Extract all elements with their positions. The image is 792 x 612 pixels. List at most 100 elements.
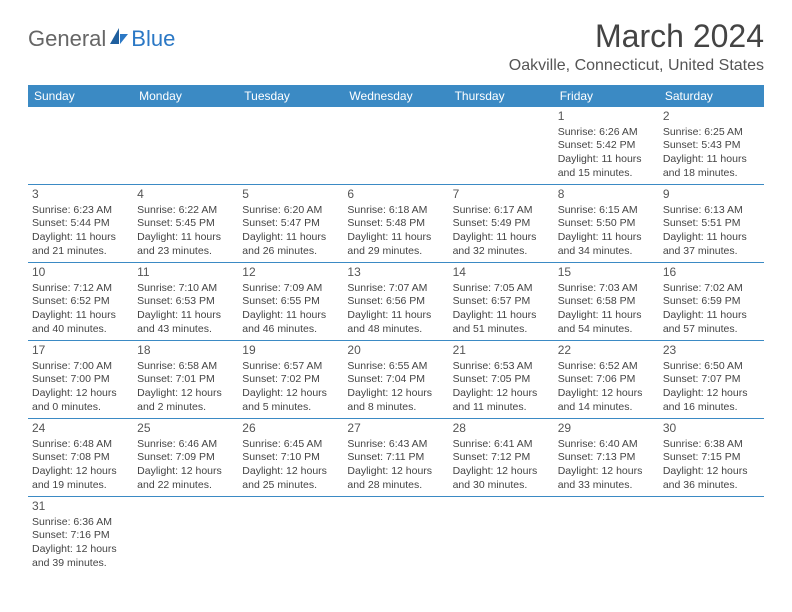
title-block: March 2024 Oakville, Connecticut, United… <box>509 18 764 75</box>
header: General Blue March 2024 Oakville, Connec… <box>28 18 764 75</box>
daylight-text: Daylight: 11 hours and 54 minutes. <box>558 309 655 336</box>
day-number: 30 <box>663 421 760 437</box>
daylight-text: Daylight: 11 hours and 40 minutes. <box>32 309 129 336</box>
day-number: 18 <box>137 343 234 359</box>
sunset-text: Sunset: 5:47 PM <box>242 217 339 231</box>
day-number: 11 <box>137 265 234 281</box>
calendar-cell: 14Sunrise: 7:05 AMSunset: 6:57 PMDayligh… <box>449 263 554 341</box>
weekday-header: Thursday <box>449 85 554 107</box>
calendar-cell: 10Sunrise: 7:12 AMSunset: 6:52 PMDayligh… <box>28 263 133 341</box>
daylight-text: Daylight: 11 hours and 18 minutes. <box>663 153 760 180</box>
day-number: 20 <box>347 343 444 359</box>
sunrise-text: Sunrise: 6:46 AM <box>137 438 234 452</box>
day-number: 6 <box>347 187 444 203</box>
calendar-cell: 26Sunrise: 6:45 AMSunset: 7:10 PMDayligh… <box>238 419 343 497</box>
daylight-text: Daylight: 11 hours and 43 minutes. <box>137 309 234 336</box>
location-text: Oakville, Connecticut, United States <box>509 57 764 75</box>
daylight-text: Daylight: 12 hours and 36 minutes. <box>663 465 760 492</box>
logo-text-blue: Blue <box>131 26 175 52</box>
sunrise-text: Sunrise: 6:36 AM <box>32 516 129 530</box>
sunset-text: Sunset: 5:48 PM <box>347 217 444 231</box>
calendar-cell: 2Sunrise: 6:25 AMSunset: 5:43 PMDaylight… <box>659 107 764 185</box>
sunrise-text: Sunrise: 6:17 AM <box>453 204 550 218</box>
sunrise-text: Sunrise: 6:52 AM <box>558 360 655 374</box>
sunset-text: Sunset: 7:16 PM <box>32 529 129 543</box>
day-number: 12 <box>242 265 339 281</box>
sunrise-text: Sunrise: 6:58 AM <box>137 360 234 374</box>
sunrise-text: Sunrise: 7:12 AM <box>32 282 129 296</box>
day-number: 22 <box>558 343 655 359</box>
daylight-text: Daylight: 12 hours and 39 minutes. <box>32 543 129 570</box>
sunrise-text: Sunrise: 7:10 AM <box>137 282 234 296</box>
sunrise-text: Sunrise: 7:09 AM <box>242 282 339 296</box>
sunrise-text: Sunrise: 6:13 AM <box>663 204 760 218</box>
sunset-text: Sunset: 6:52 PM <box>32 295 129 309</box>
sunrise-text: Sunrise: 6:40 AM <box>558 438 655 452</box>
sunset-text: Sunset: 5:44 PM <box>32 217 129 231</box>
day-number: 4 <box>137 187 234 203</box>
calendar-cell: 5Sunrise: 6:20 AMSunset: 5:47 PMDaylight… <box>238 185 343 263</box>
daylight-text: Daylight: 12 hours and 33 minutes. <box>558 465 655 492</box>
calendar-cell: 16Sunrise: 7:02 AMSunset: 6:59 PMDayligh… <box>659 263 764 341</box>
daylight-text: Daylight: 11 hours and 46 minutes. <box>242 309 339 336</box>
daylight-text: Daylight: 12 hours and 28 minutes. <box>347 465 444 492</box>
weekday-header: Saturday <box>659 85 764 107</box>
weekday-header: Wednesday <box>343 85 448 107</box>
sunrise-text: Sunrise: 7:05 AM <box>453 282 550 296</box>
calendar-cell: 31Sunrise: 6:36 AMSunset: 7:16 PMDayligh… <box>28 497 133 575</box>
daylight-text: Daylight: 12 hours and 14 minutes. <box>558 387 655 414</box>
daylight-text: Daylight: 12 hours and 2 minutes. <box>137 387 234 414</box>
weekday-header: Monday <box>133 85 238 107</box>
weekday-header: Friday <box>554 85 659 107</box>
day-number: 13 <box>347 265 444 281</box>
day-number: 27 <box>347 421 444 437</box>
sunset-text: Sunset: 6:59 PM <box>663 295 760 309</box>
sunrise-text: Sunrise: 6:41 AM <box>453 438 550 452</box>
calendar-cell: 3Sunrise: 6:23 AMSunset: 5:44 PMDaylight… <box>28 185 133 263</box>
sunrise-text: Sunrise: 6:23 AM <box>32 204 129 218</box>
calendar-cell: 24Sunrise: 6:48 AMSunset: 7:08 PMDayligh… <box>28 419 133 497</box>
daylight-text: Daylight: 12 hours and 5 minutes. <box>242 387 339 414</box>
sunset-text: Sunset: 7:02 PM <box>242 373 339 387</box>
daylight-text: Daylight: 11 hours and 23 minutes. <box>137 231 234 258</box>
calendar-cell: 17Sunrise: 7:00 AMSunset: 7:00 PMDayligh… <box>28 341 133 419</box>
daylight-text: Daylight: 11 hours and 48 minutes. <box>347 309 444 336</box>
daylight-text: Daylight: 11 hours and 21 minutes. <box>32 231 129 258</box>
calendar-cell: 22Sunrise: 6:52 AMSunset: 7:06 PMDayligh… <box>554 341 659 419</box>
calendar-cell: 8Sunrise: 6:15 AMSunset: 5:50 PMDaylight… <box>554 185 659 263</box>
sunset-text: Sunset: 5:50 PM <box>558 217 655 231</box>
sunrise-text: Sunrise: 6:53 AM <box>453 360 550 374</box>
calendar-cell: 18Sunrise: 6:58 AMSunset: 7:01 PMDayligh… <box>133 341 238 419</box>
weekday-header: Tuesday <box>238 85 343 107</box>
daylight-text: Daylight: 11 hours and 29 minutes. <box>347 231 444 258</box>
sunset-text: Sunset: 7:15 PM <box>663 451 760 465</box>
sunset-text: Sunset: 7:07 PM <box>663 373 760 387</box>
sunrise-text: Sunrise: 6:26 AM <box>558 126 655 140</box>
calendar-cell <box>343 107 448 185</box>
sunset-text: Sunset: 7:00 PM <box>32 373 129 387</box>
day-number: 23 <box>663 343 760 359</box>
day-number: 8 <box>558 187 655 203</box>
calendar-cell <box>238 107 343 185</box>
logo: General Blue <box>28 26 175 52</box>
calendar-cell <box>343 497 448 575</box>
daylight-text: Daylight: 12 hours and 30 minutes. <box>453 465 550 492</box>
sunrise-text: Sunrise: 6:20 AM <box>242 204 339 218</box>
day-number: 21 <box>453 343 550 359</box>
day-number: 24 <box>32 421 129 437</box>
sunrise-text: Sunrise: 6:15 AM <box>558 204 655 218</box>
sunrise-text: Sunrise: 7:03 AM <box>558 282 655 296</box>
calendar: SundayMondayTuesdayWednesdayThursdayFrid… <box>28 85 764 575</box>
day-number: 31 <box>32 499 129 515</box>
sunset-text: Sunset: 7:06 PM <box>558 373 655 387</box>
day-number: 17 <box>32 343 129 359</box>
daylight-text: Daylight: 11 hours and 51 minutes. <box>453 309 550 336</box>
calendar-cell: 29Sunrise: 6:40 AMSunset: 7:13 PMDayligh… <box>554 419 659 497</box>
calendar-cell: 9Sunrise: 6:13 AMSunset: 5:51 PMDaylight… <box>659 185 764 263</box>
sunrise-text: Sunrise: 6:25 AM <box>663 126 760 140</box>
sunset-text: Sunset: 7:04 PM <box>347 373 444 387</box>
sunrise-text: Sunrise: 7:02 AM <box>663 282 760 296</box>
calendar-cell: 28Sunrise: 6:41 AMSunset: 7:12 PMDayligh… <box>449 419 554 497</box>
sunset-text: Sunset: 5:45 PM <box>137 217 234 231</box>
calendar-cell: 30Sunrise: 6:38 AMSunset: 7:15 PMDayligh… <box>659 419 764 497</box>
